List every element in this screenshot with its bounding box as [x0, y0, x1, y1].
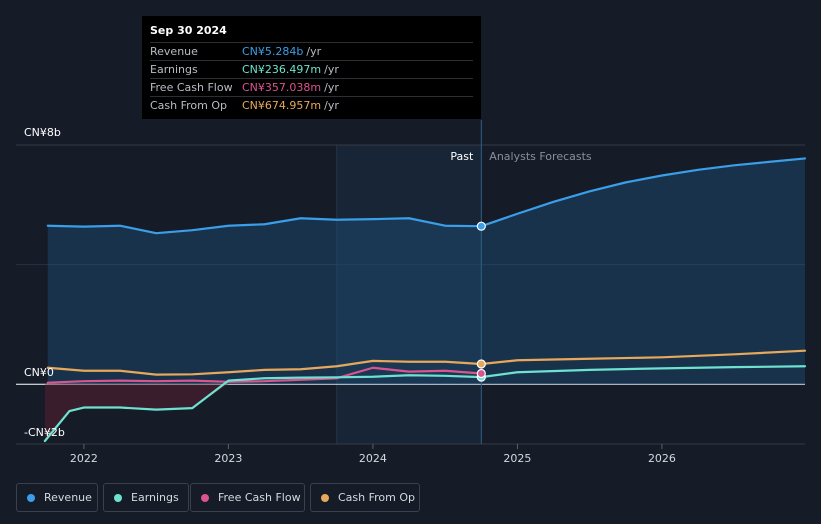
- tooltip-row-cash-from-op: Cash From Op CN¥674.957m /yr: [150, 96, 473, 114]
- forecast-label: Analysts Forecasts: [489, 150, 592, 163]
- tooltip-unit: /yr: [324, 99, 339, 112]
- tooltip-row-revenue: Revenue CN¥5.284b /yr: [150, 42, 473, 60]
- series-line-earnings: [43, 365, 807, 443]
- revenue-area: [47, 158, 806, 385]
- past-highlight-band: [336, 145, 482, 444]
- tooltip-date: Sep 30 2024: [150, 24, 227, 37]
- tooltip-value: CN¥5.284b: [242, 45, 304, 58]
- tooltip-unit: /yr: [324, 81, 339, 94]
- tooltip-row-earnings: Earnings CN¥236.497m /yr: [150, 60, 473, 78]
- tooltip-unit: /yr: [306, 45, 322, 58]
- x-tick-label: 2025: [503, 452, 531, 465]
- tooltip-row-free-cash-flow: Free Cash Flow CN¥357.038m /yr: [150, 78, 473, 96]
- x-tick-label: 2023: [214, 452, 242, 465]
- legend-dot-icon: [321, 493, 329, 502]
- y-tick-label: -CN¥2b: [24, 426, 65, 439]
- marker-revenue: [476, 221, 486, 231]
- legend-label: Earnings: [131, 491, 179, 504]
- y-tick-label: CN¥0: [24, 366, 54, 379]
- legend-item-cash-from-op[interactable]: Cash From Op: [310, 483, 420, 512]
- series-line-free-cash-flow: [46, 366, 483, 384]
- legend-label: Free Cash Flow: [218, 491, 301, 504]
- tooltip-label: Revenue: [150, 45, 198, 58]
- legend-label: Cash From Op: [338, 491, 416, 504]
- marker-free-cash-flow: [476, 368, 486, 379]
- legend-dot-icon: [114, 493, 122, 502]
- tooltip-label: Earnings: [150, 63, 198, 76]
- x-tick-label: 2024: [359, 452, 387, 465]
- tooltip-label: Free Cash Flow: [150, 81, 233, 94]
- tooltip-value: CN¥236.497m: [242, 63, 322, 76]
- tooltip: Sep 30 2024 Revenue CN¥5.284b /yr Earnin…: [142, 16, 481, 119]
- past-label: Past: [450, 150, 474, 163]
- legend-label: Revenue: [44, 491, 92, 504]
- legend-item-revenue[interactable]: Revenue: [16, 483, 98, 512]
- tooltip-unit: /yr: [324, 63, 339, 76]
- y-tick-label: CN¥8b: [24, 126, 61, 139]
- negative-earnings-area: [44, 384, 229, 442]
- legend-dot-icon: [201, 493, 209, 502]
- tooltip-label: Cash From Op: [150, 99, 228, 112]
- tooltip-value: CN¥357.038m: [242, 81, 322, 94]
- marker-cash-from-op: [476, 359, 486, 369]
- legend-dot-icon: [27, 493, 35, 502]
- series-line-revenue: [46, 157, 807, 235]
- legend-item-earnings[interactable]: Earnings: [103, 483, 189, 512]
- legend-item-free-cash-flow[interactable]: Free Cash Flow: [190, 483, 305, 512]
- x-tick-label: 2022: [70, 452, 98, 465]
- tooltip-value: CN¥674.957m: [242, 99, 322, 112]
- series-line-cash-from-op: [46, 349, 807, 376]
- x-tick-label: 2026: [648, 452, 676, 465]
